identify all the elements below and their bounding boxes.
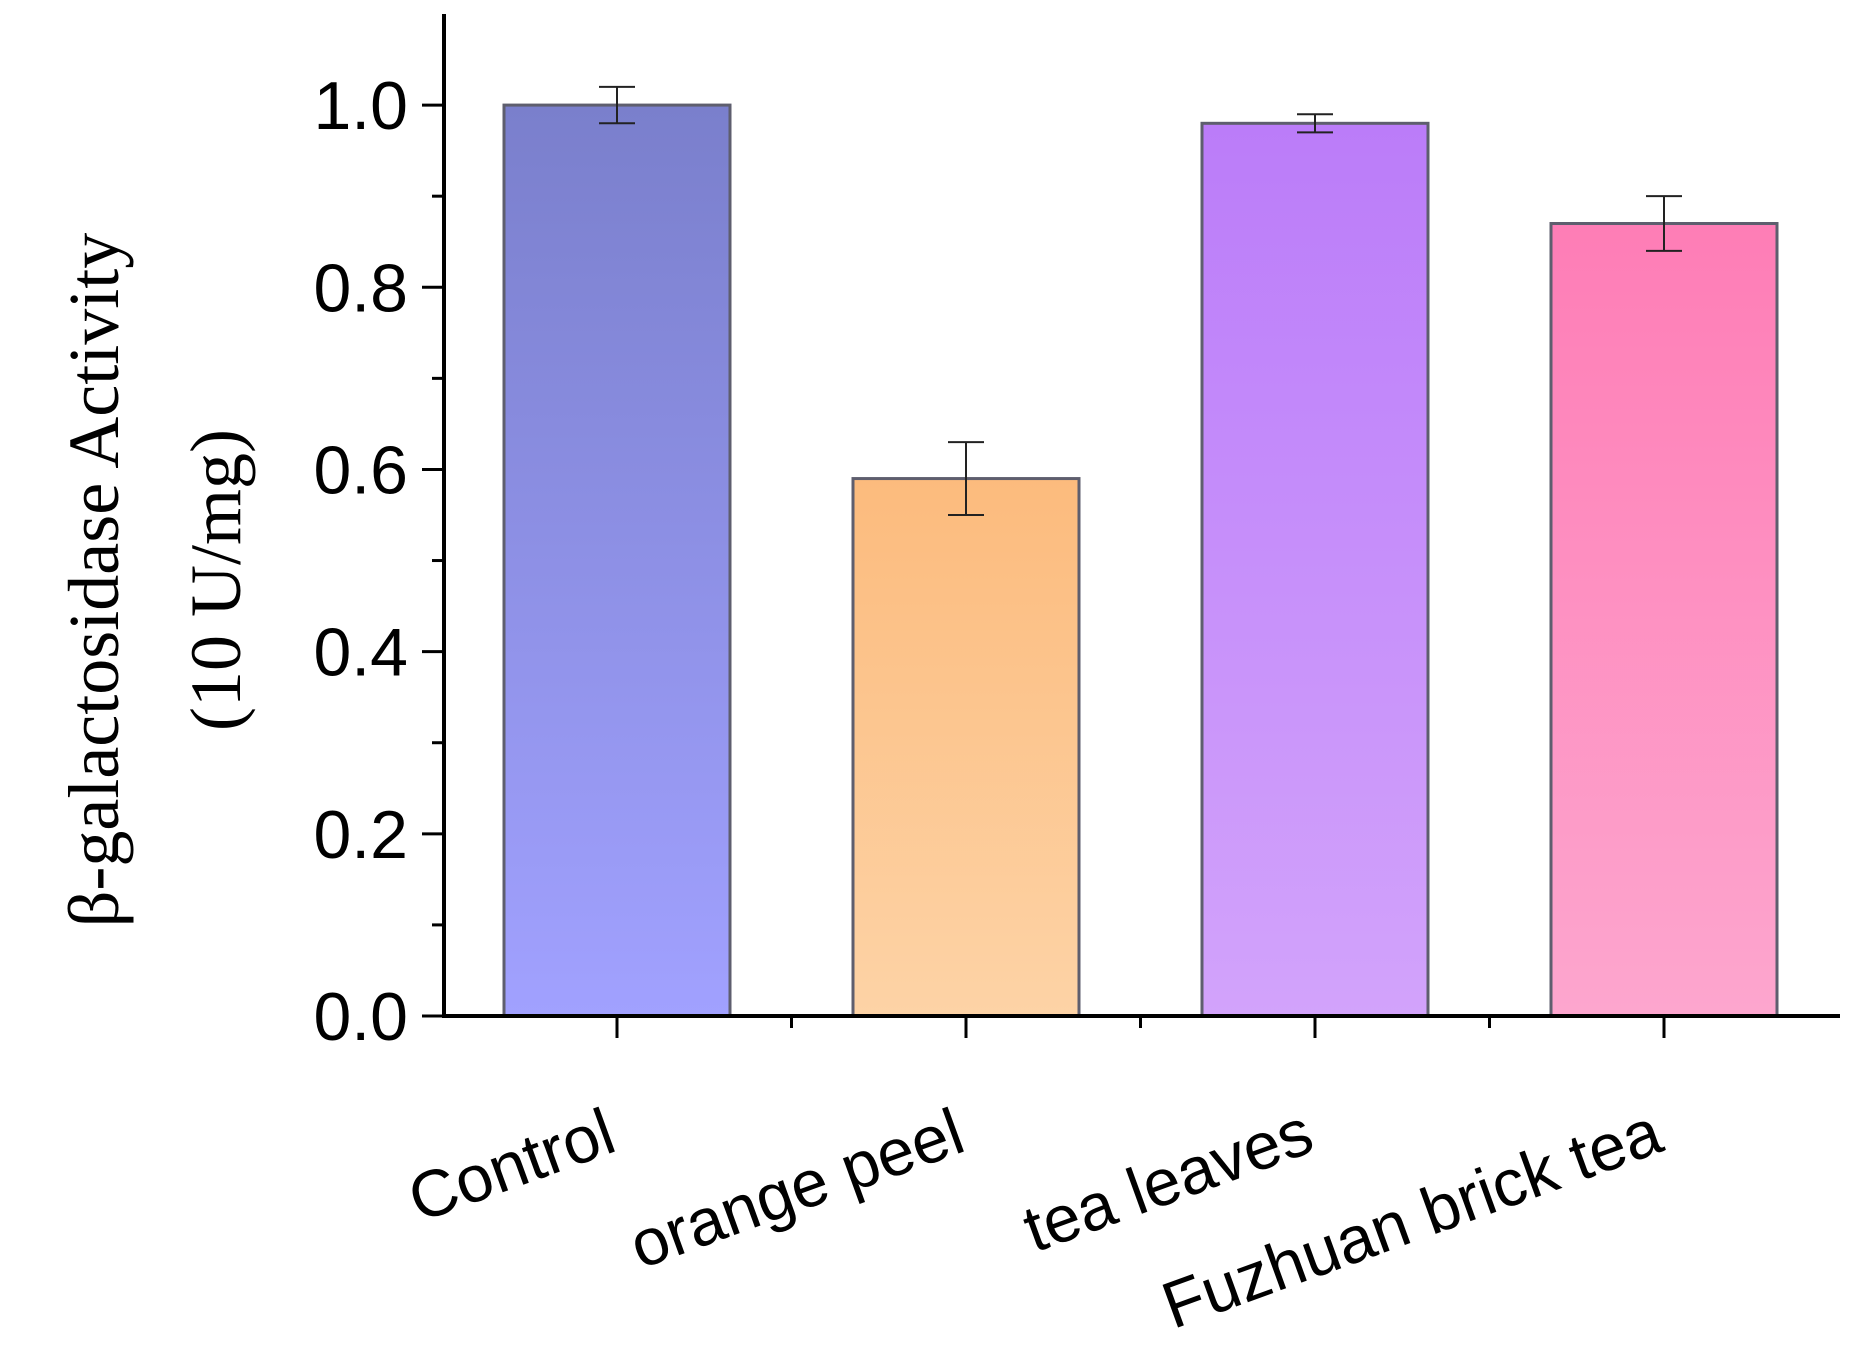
y-axis-title-line-2: (10 U/mg) [176,429,256,731]
error-bar-control [599,85,635,125]
bar-tea-leaves [1200,121,1430,1018]
error-bars [599,85,1682,516]
bar-control [502,103,732,1018]
bar-orange-peel [851,477,1081,1018]
bar-fuzhuan-brick-tea [1549,222,1779,1018]
error-bar-fuzhuan-brick-tea [1646,195,1682,252]
error-bar-tea-leaves [1297,113,1333,134]
y-tick-label: 1.0 [313,68,408,144]
error-bar-orange-peel [948,441,984,516]
bars [502,103,1779,1018]
axes [422,14,1840,1038]
y-tick-label: 0.8 [313,250,408,326]
y-tick-label: 0.0 [313,979,408,1055]
x-tick-label-orange-peel: orange peel [620,1094,973,1283]
x-tick-label-control: Control [399,1094,624,1236]
y-tick-label: 0.6 [313,432,408,508]
y-axis-title-line-1: β-galactosidase Activity [54,233,134,927]
y-axis-title: β-galactosidase Activity (10 U/mg) [54,233,256,927]
y-tick-label: 0.2 [313,797,408,873]
y-tick-label: 0.4 [313,615,408,691]
